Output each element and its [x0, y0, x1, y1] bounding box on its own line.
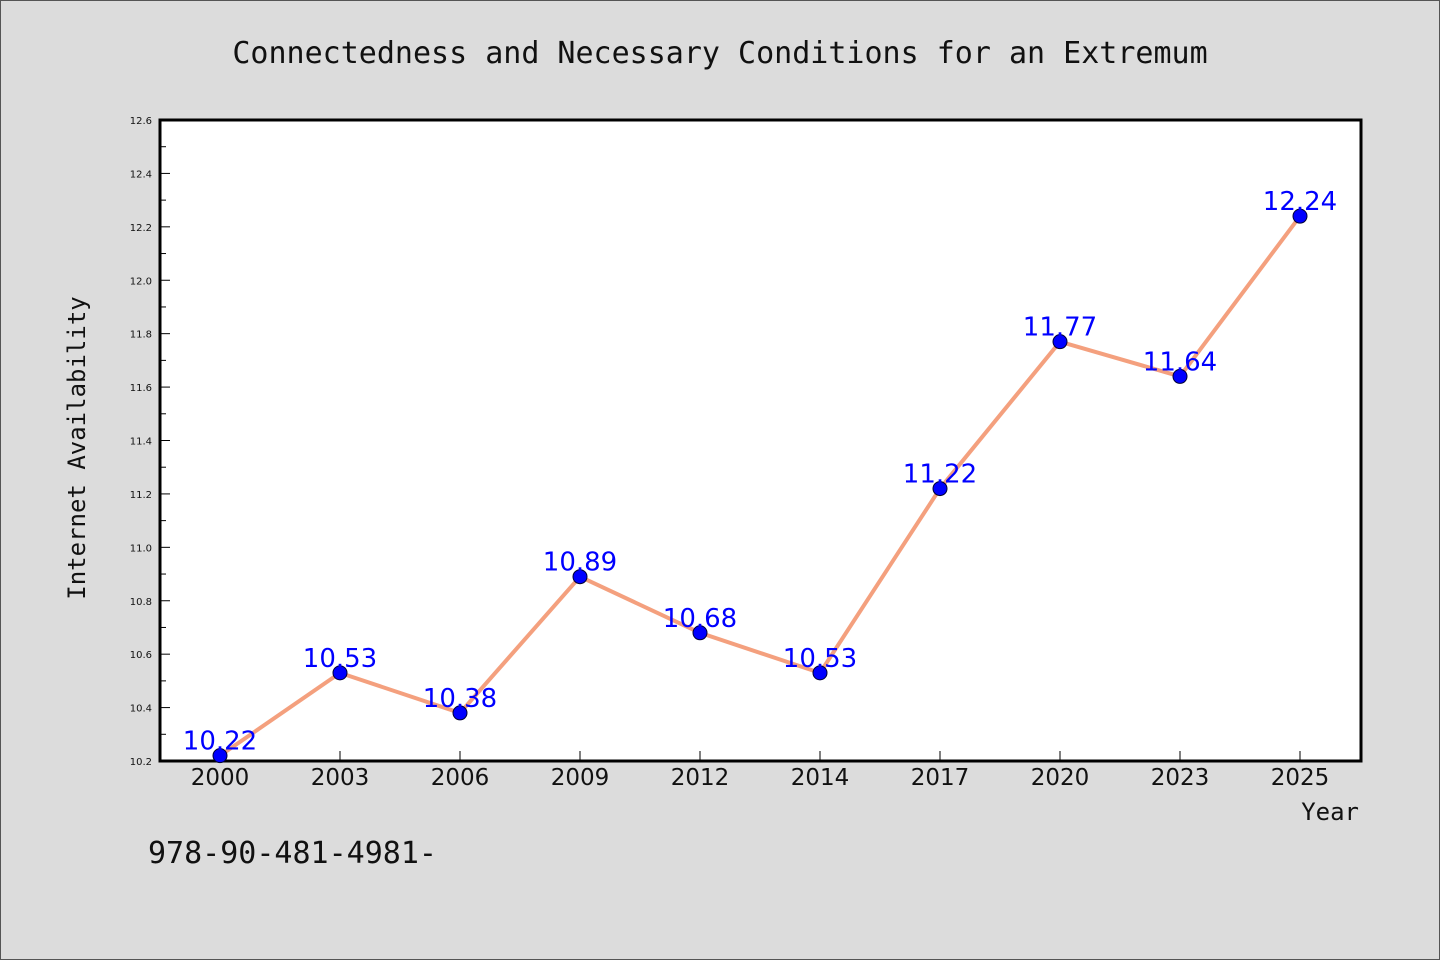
data-point	[692, 625, 708, 641]
x-tick-label: 2003	[311, 765, 370, 791]
data-label: 11.22	[903, 460, 977, 490]
x-tick-label: 2017	[911, 765, 970, 791]
series-line	[218, 214, 1302, 758]
data-point	[1052, 334, 1068, 350]
chart-title: Connectedness and Necessary Conditions f…	[232, 36, 1207, 71]
x-axis-label: Year	[1301, 798, 1359, 826]
x-tick-label: 2023	[1151, 765, 1210, 791]
data-point	[932, 481, 948, 497]
y-tick-label: 10.6	[130, 650, 152, 661]
data-point	[812, 665, 828, 681]
y-tick-label: 12.2	[130, 223, 152, 234]
data-label: 11.64	[1143, 347, 1217, 377]
y-tick-label: 11.4	[130, 437, 152, 448]
x-tick-label: 2006	[431, 765, 490, 791]
data-label: 10.53	[783, 644, 857, 674]
x-axis: 2000 2003 2006 2009 2012 2014 2017 2020 2023 2025	[191, 751, 1330, 791]
y-tick-label: 10.2	[130, 757, 152, 768]
y-tick-label: 11.8	[130, 330, 152, 341]
data-label: 10.89	[543, 548, 617, 578]
data-point	[1172, 368, 1188, 384]
data-point	[1292, 208, 1308, 224]
y-axis-label: Internet Availability	[63, 296, 91, 599]
y-tick-label: 11.6	[130, 383, 152, 394]
data-label: 10.38	[423, 684, 497, 714]
y-tick-label: 12.0	[130, 276, 152, 287]
data-point	[572, 569, 588, 585]
x-tick-label: 2025	[1271, 765, 1330, 791]
series-line-group	[218, 214, 1302, 758]
y-tick-label: 12.4	[130, 169, 152, 180]
data-label: 12.24	[1263, 187, 1337, 217]
data-point	[452, 705, 468, 721]
y-tick-label: 11.2	[130, 490, 152, 501]
x-tick-label: 2009	[551, 765, 610, 791]
x-tick-label: 2014	[791, 765, 850, 791]
y-axis: 10.2 10.4 10.6 10.8 11.0 11.2 11.4 11.6 11.8 12.0…	[130, 116, 170, 768]
data-label: 11.77	[1023, 313, 1097, 343]
y-tick-label: 10.4	[130, 704, 152, 715]
series-marker-group	[212, 208, 1308, 764]
y-tick-label: 11.0	[130, 543, 152, 554]
x-tick-label: 2020	[1031, 765, 1090, 791]
x-tick-label: 2000	[191, 765, 250, 791]
data-label: 10.68	[663, 604, 737, 634]
x-tick-label: 2012	[671, 765, 730, 791]
y-tick-label: 10.8	[130, 597, 152, 608]
footer-text: 978-90-481-4981-	[148, 836, 437, 871]
data-point	[332, 665, 348, 681]
data-label: 10.53	[303, 644, 377, 674]
data-label: 10.22	[183, 727, 257, 757]
y-tick-label: 12.6	[130, 116, 152, 127]
data-label-group: 10.22 10.53 10.38 10.89 10.68 10.53 11.22 11.77…	[183, 187, 1337, 757]
data-point	[212, 748, 228, 764]
